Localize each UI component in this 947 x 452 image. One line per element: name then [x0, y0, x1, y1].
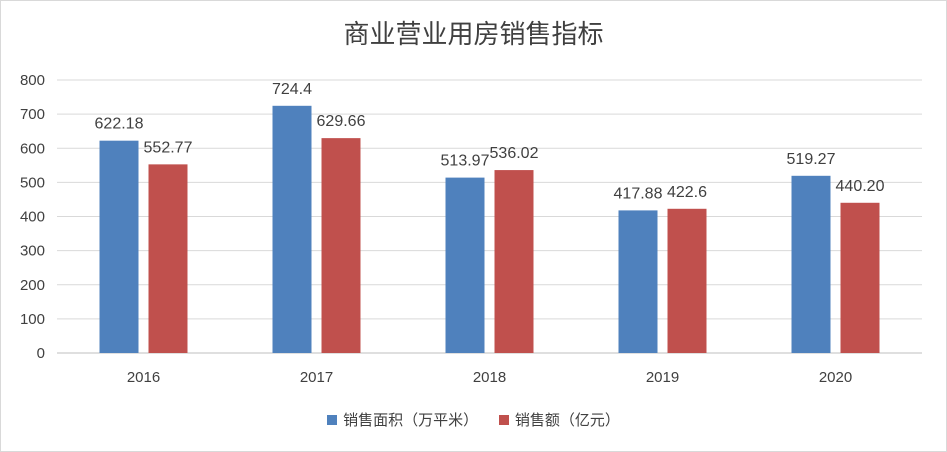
legend-swatch-area — [327, 414, 338, 425]
legend: 销售面积（万平米） 销售额（亿元） — [0, 409, 947, 430]
y-tick-label: 100 — [20, 311, 45, 328]
y-tick-label: 400 — [20, 209, 45, 226]
data-label: 724.4 — [272, 81, 312, 98]
data-label: 629.66 — [317, 113, 366, 130]
data-label: 622.18 — [95, 116, 144, 133]
y-tick-label: 0 — [37, 345, 45, 362]
bar-sales-area — [791, 175, 831, 353]
y-tick-label: 200 — [20, 277, 45, 294]
y-tick-label: 300 — [20, 243, 45, 260]
data-label: 417.88 — [614, 185, 663, 202]
data-label: 552.77 — [144, 139, 193, 156]
chart-title: 商业营业用房销售指标 — [343, 20, 604, 50]
bar-sales-area — [272, 105, 312, 354]
y-tick-label: 800 — [20, 72, 45, 89]
legend-swatch-sales — [498, 414, 509, 425]
bar-sales-amount — [840, 202, 880, 353]
bar-sales-amount — [494, 170, 534, 353]
bar-sales-amount — [667, 208, 707, 353]
bar-sales-area — [445, 177, 485, 353]
y-tick-label: 500 — [20, 174, 45, 191]
x-tick-label: 2018 — [473, 369, 506, 386]
x-tick-label: 2020 — [819, 369, 852, 386]
bar-sales-amount — [148, 164, 188, 353]
y-tick-label: 700 — [20, 106, 45, 123]
y-tick-label: 600 — [20, 140, 45, 157]
bar-sales-amount — [321, 138, 361, 353]
x-tick-label: 2019 — [646, 369, 679, 386]
x-tick-label: 2016 — [127, 369, 160, 386]
data-label: 422.6 — [667, 184, 707, 201]
legend-item-area: 销售面积（万平米） — [327, 409, 478, 430]
bar-sales-area — [618, 210, 658, 353]
legend-label-sales: 销售额（亿元） — [514, 411, 620, 429]
data-label: 513.97 — [441, 153, 490, 170]
legend-label-area: 销售面积（万平米） — [343, 411, 479, 429]
bar-sales-area — [99, 140, 139, 353]
x-tick-label: 2017 — [300, 369, 333, 386]
data-label: 519.27 — [787, 151, 836, 168]
data-label: 440.20 — [836, 178, 885, 195]
data-label: 536.02 — [490, 145, 539, 162]
legend-item-sales: 销售额（亿元） — [498, 409, 620, 430]
